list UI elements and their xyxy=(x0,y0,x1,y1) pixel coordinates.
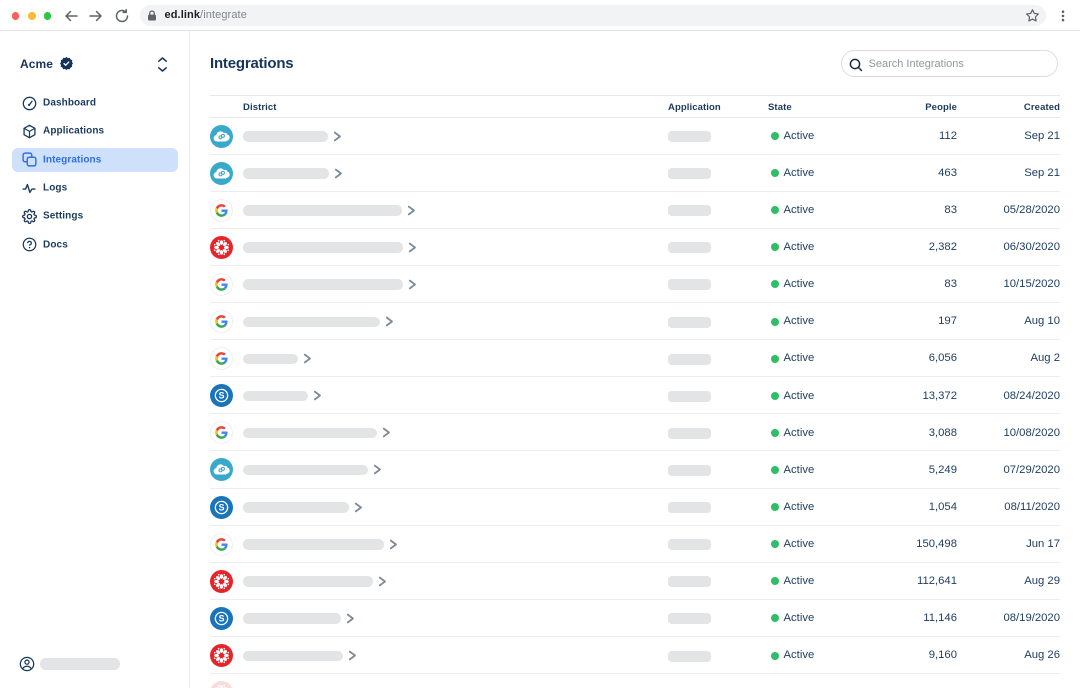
svg-text:S: S xyxy=(219,391,225,401)
svg-text:S: S xyxy=(219,614,225,624)
svg-text:S: S xyxy=(219,502,225,512)
